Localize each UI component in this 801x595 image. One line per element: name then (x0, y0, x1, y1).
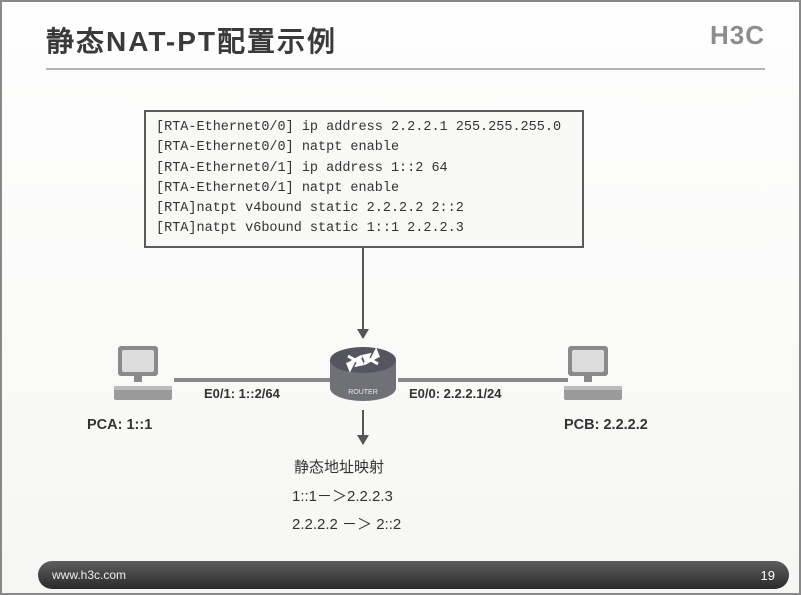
config-block: [RTA-Ethernet0/0] ip address 2.2.2.1 255… (144, 110, 584, 248)
config-line: [RTA-Ethernet0/1] natpt enable (156, 179, 572, 199)
link-left (174, 378, 332, 382)
title-rule (46, 68, 765, 70)
config-line: [RTA]natpt v6bound static 1::1 2.2.2.3 (156, 219, 572, 239)
router-svg-icon: ROUTER (328, 342, 398, 404)
router-label: ROUTER (348, 389, 378, 396)
config-line: [RTA-Ethernet0/1] ip address 1::2 64 (156, 159, 572, 179)
link-right (398, 378, 568, 382)
pcb-label: PCB: 2.2.2.2 (564, 417, 648, 433)
page-title: 静态NAT-PT配置示例 (46, 20, 337, 60)
mapping-block: 静态地址映射 1::1－＞2.2.2.3 2.2.2.2 －＞ 2::2 (292, 454, 401, 540)
mapping-line: 2.2.2.2 －＞ 2::2 (292, 511, 401, 540)
mapping-title: 静态地址映射 (294, 454, 401, 483)
footer-bar: www.h3c.com 19 (38, 561, 789, 589)
interface-right-label: E0/0: 2.2.2.1/24 (409, 386, 502, 401)
pca-icon (112, 342, 174, 407)
interface-left-label: E0/1: 1::2/64 (204, 386, 280, 401)
page-number: 19 (761, 568, 775, 583)
arrow-down-icon (362, 410, 364, 444)
brand-logo: H3C (710, 20, 765, 51)
header: 静态NAT-PT配置示例 H3C (2, 2, 799, 66)
computer-icon (562, 342, 624, 402)
pcb-icon (562, 342, 624, 407)
footer-url: www.h3c.com (52, 568, 126, 582)
router-icon: ROUTER (328, 342, 398, 409)
arrow-down-icon (362, 248, 364, 338)
mapping-line: 1::1－＞2.2.2.3 (292, 483, 401, 512)
pca-label: PCA: 1::1 (87, 417, 152, 433)
config-line: [RTA-Ethernet0/0] ip address 2.2.2.1 255… (156, 118, 572, 138)
slide: 静态NAT-PT配置示例 H3C [RTA-Ethernet0/0] ip ad… (0, 0, 801, 595)
computer-icon (112, 342, 174, 402)
config-line: [RTA-Ethernet0/0] natpt enable (156, 138, 572, 158)
config-line: [RTA]natpt v4bound static 2.2.2.2 2::2 (156, 199, 572, 219)
